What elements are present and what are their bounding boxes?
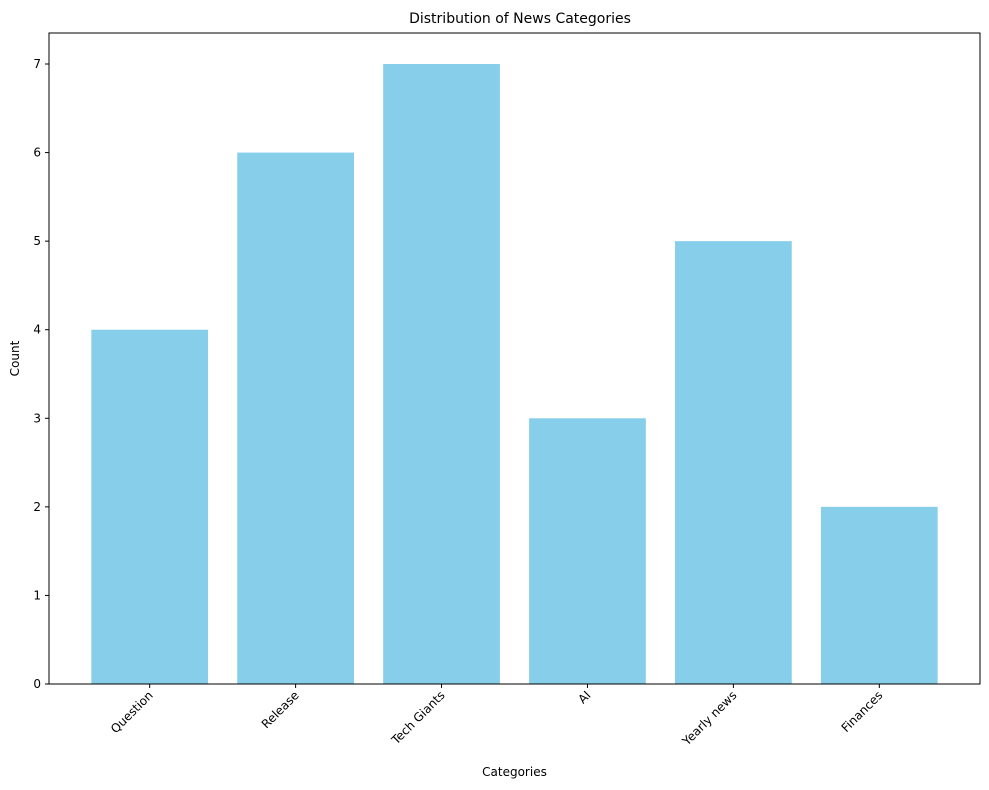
chart-title: Distribution of News Categories xyxy=(409,11,631,27)
x-tick-label: Yearly news xyxy=(679,688,740,749)
bar-tech-giants xyxy=(383,64,500,684)
bar-question xyxy=(91,329,209,684)
y-tick-label: 7 xyxy=(33,57,41,71)
y-tick-label: 5 xyxy=(33,234,41,248)
x-tick-label: Tech Giants xyxy=(388,688,448,748)
x-tick-label: AI xyxy=(575,688,593,706)
bar-finances xyxy=(820,506,938,684)
bars-group xyxy=(91,64,938,685)
y-tick-label: 4 xyxy=(33,323,41,337)
y-tick-label: 6 xyxy=(33,146,41,160)
x-axis-ticks: Question Release Tech Giants AI Yearly news F… xyxy=(108,684,885,749)
x-tick-label: Finances xyxy=(839,688,886,735)
x-axis-label: Categories xyxy=(482,765,547,779)
x-tick-label: Question xyxy=(108,688,156,736)
y-tick-label: 3 xyxy=(33,411,41,425)
y-tick-label: 0 xyxy=(33,677,41,691)
bar-release xyxy=(237,152,354,685)
y-tick-label: 1 xyxy=(33,588,41,602)
y-axis-label: Count xyxy=(8,340,22,376)
y-axis-ticks: 0 1 2 3 4 5 6 7 xyxy=(33,57,49,691)
x-tick-label: Release xyxy=(259,688,302,731)
plot-frame xyxy=(48,32,981,685)
y-tick-label: 2 xyxy=(33,500,41,514)
bar-yearly-news xyxy=(675,241,792,684)
bar-ai xyxy=(529,418,646,684)
